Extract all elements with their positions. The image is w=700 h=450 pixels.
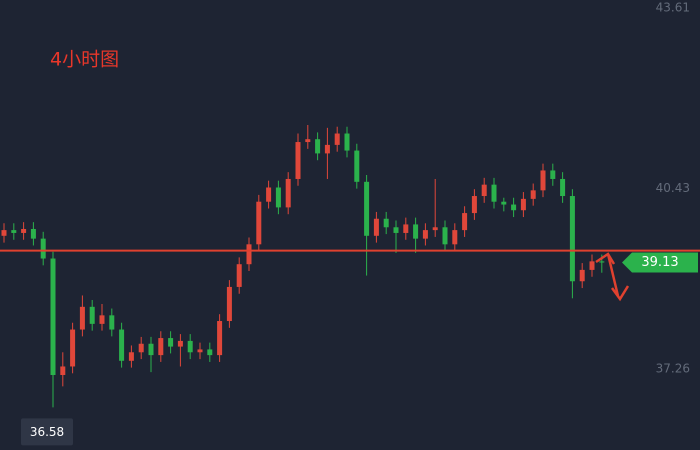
candle-body: [560, 178, 566, 197]
candle-body: [207, 349, 213, 356]
candle-body: [275, 187, 281, 208]
chart-title: 4小时图: [50, 49, 119, 71]
candle-body: [471, 196, 477, 214]
candle-body: [364, 181, 370, 236]
candle-body: [373, 218, 379, 236]
candle-body: [530, 190, 536, 199]
candle-body: [579, 269, 585, 282]
candle-body: [452, 230, 458, 245]
candle-body: [442, 227, 448, 245]
candle-body: [177, 340, 183, 347]
candle-body: [520, 198, 526, 211]
candle-body: [589, 261, 595, 270]
candle-body: [99, 315, 105, 324]
candle-body: [491, 184, 497, 202]
candle-body: [315, 139, 321, 154]
price-tag-label: 39.13: [641, 255, 678, 270]
candle-body: [256, 201, 262, 245]
price-tag: [622, 252, 698, 273]
y-tick-label: 43.61: [656, 0, 690, 14]
y-tick-label: 40.43: [656, 181, 690, 195]
candle-body: [481, 184, 487, 197]
candle-body: [569, 196, 575, 282]
candle-body: [462, 213, 468, 231]
candle-body: [246, 244, 252, 265]
candle-body: [501, 201, 507, 205]
candle-body: [217, 321, 223, 356]
candle-body: [89, 306, 95, 324]
y-tick-label: 37.26: [656, 361, 690, 375]
candle-body: [187, 340, 193, 353]
candle-body: [138, 343, 144, 353]
candle-body: [413, 224, 419, 239]
candle-body: [550, 170, 556, 179]
candle-body: [70, 329, 76, 367]
candle-body: [128, 352, 134, 361]
candle-body: [119, 329, 125, 361]
candle-body: [354, 150, 360, 182]
candle-body: [324, 144, 330, 154]
candle-body: [236, 264, 242, 287]
candle-body: [168, 338, 174, 347]
candle-body: [197, 349, 203, 353]
candle-body: [11, 230, 17, 233]
candle-body: [21, 228, 27, 233]
candle-body: [511, 204, 517, 211]
candle-body: [344, 133, 350, 151]
candle-body: [1, 230, 7, 236]
candle-body: [285, 178, 291, 208]
candle-body: [158, 338, 164, 356]
candle-body: [334, 133, 340, 145]
candle-body: [540, 170, 546, 191]
candle-body: [295, 142, 301, 179]
candle-body: [393, 227, 399, 233]
candle-body: [60, 366, 66, 375]
candle-body: [109, 315, 115, 330]
candle-body: [383, 218, 389, 228]
candle-body: [148, 343, 154, 356]
candle-body: [432, 227, 438, 231]
candle-body: [305, 139, 311, 143]
candle-body: [40, 238, 46, 259]
candle-body: [599, 261, 605, 263]
candle-body: [403, 224, 409, 233]
candle-body: [79, 306, 85, 330]
candle-body: [30, 228, 36, 239]
candle-body: [266, 187, 272, 202]
arrow-annotation: [595, 252, 630, 302]
low-label-box: [21, 418, 73, 446]
candle-body: [50, 258, 56, 375]
candle-body: [422, 230, 428, 239]
low-label: 36.58: [30, 425, 64, 439]
candle-body: [226, 286, 232, 322]
